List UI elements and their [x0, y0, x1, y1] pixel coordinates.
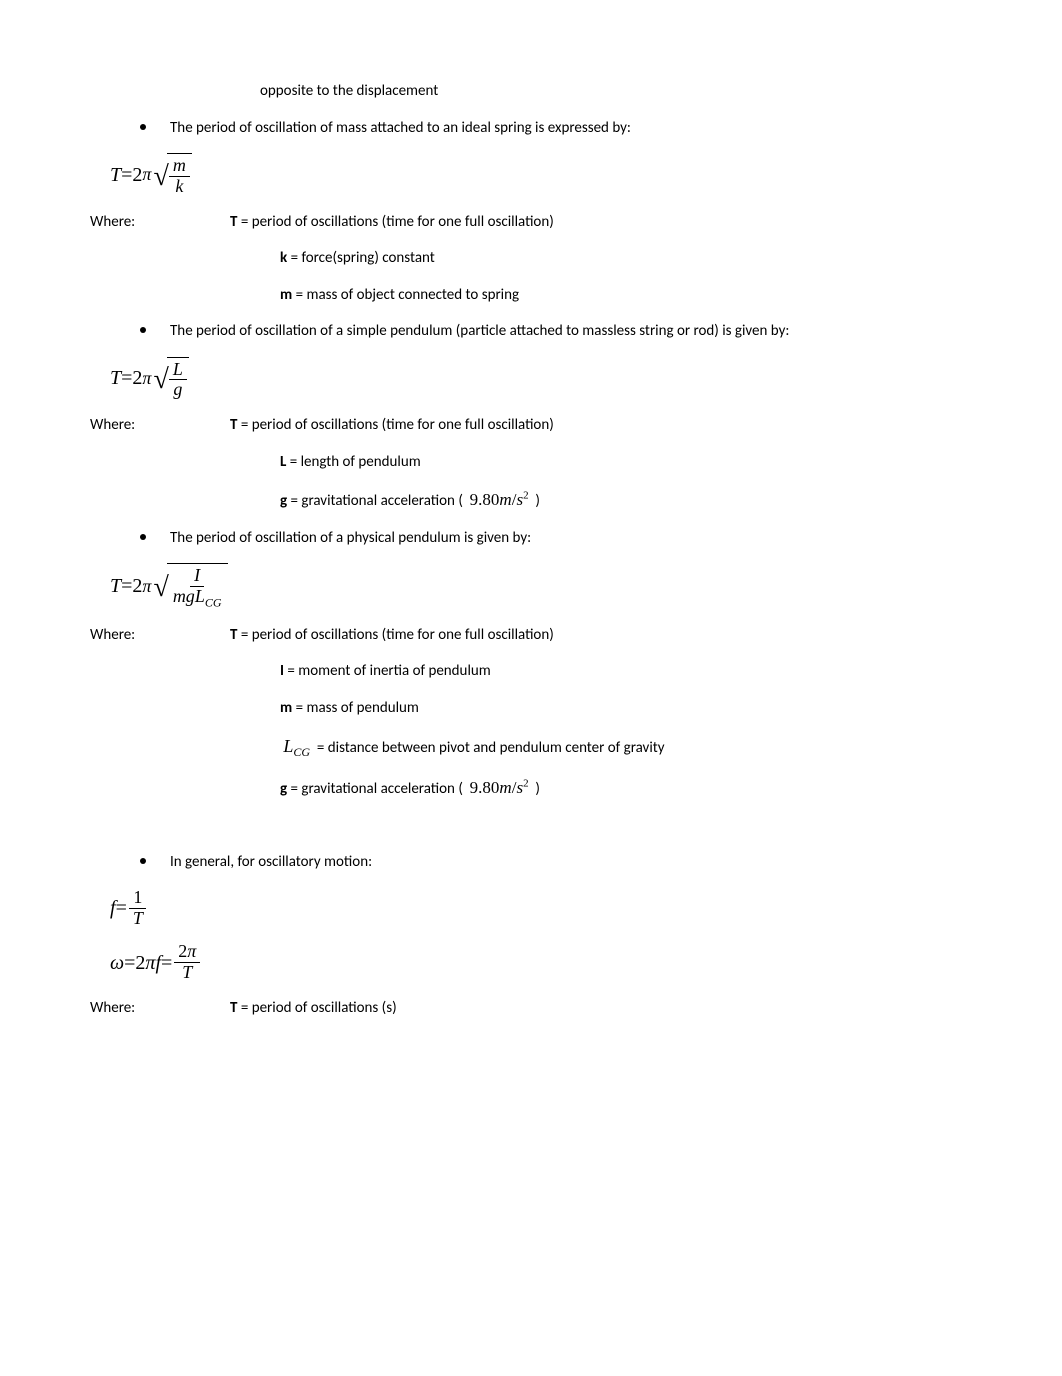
- def-k: k = force(spring) constant: [280, 247, 972, 270]
- top-continuation-line: opposite to the displacement: [260, 80, 972, 103]
- formula-frequency: f=1T: [110, 888, 972, 929]
- bullet-text: The period of oscillation of a physical …: [170, 527, 972, 550]
- bullet-simple-pendulum: The period of oscillation of a simple pe…: [140, 320, 972, 343]
- formula-spring-period: T=2π √mk: [110, 153, 972, 197]
- bullet-text: In general, for oscillatory motion:: [170, 851, 972, 874]
- where-pendulum-T: Where:T = period of oscillations (time f…: [90, 414, 972, 437]
- bullet-icon: [140, 327, 146, 333]
- formula-pendulum-period: T=2π √Lg: [110, 357, 972, 401]
- bullet-icon: [140, 124, 146, 130]
- bullet-text: The period of oscillation of a simple pe…: [170, 320, 972, 343]
- bullet-text: The period of oscillation of mass attach…: [170, 117, 972, 140]
- where-physical-T: Where:T = period of oscillations (time f…: [90, 624, 972, 647]
- def-I: I = moment of inertia of pendulum: [280, 660, 972, 683]
- formula-angular-frequency: ω=2πf=2πT: [110, 942, 972, 983]
- def-g-1: g = gravitational acceleration ( 9.80m/s…: [280, 487, 972, 513]
- bullet-spring: The period of oscillation of mass attach…: [140, 117, 972, 140]
- def-g-2: g = gravitational acceleration ( 9.80m/s…: [280, 775, 972, 801]
- where-general-T: Where:T = period of oscillations (s): [90, 997, 972, 1020]
- def-m-spring: m = mass of object connected to spring: [280, 284, 972, 307]
- def-m-pendulum: m = mass of pendulum: [280, 697, 972, 720]
- bullet-physical-pendulum: The period of oscillation of a physical …: [140, 527, 972, 550]
- bullet-icon: [140, 534, 146, 540]
- bullet-icon: [140, 858, 146, 864]
- bullet-general: In general, for oscillatory motion:: [140, 851, 972, 874]
- def-Lcg: LCG = distance between pivot and pendulu…: [280, 733, 972, 761]
- where-spring-T: Where:T = period of oscillations (time f…: [90, 211, 972, 234]
- def-L: L = length of pendulum: [280, 451, 972, 474]
- formula-physical-period: T=2π √ImgLCG: [110, 563, 972, 610]
